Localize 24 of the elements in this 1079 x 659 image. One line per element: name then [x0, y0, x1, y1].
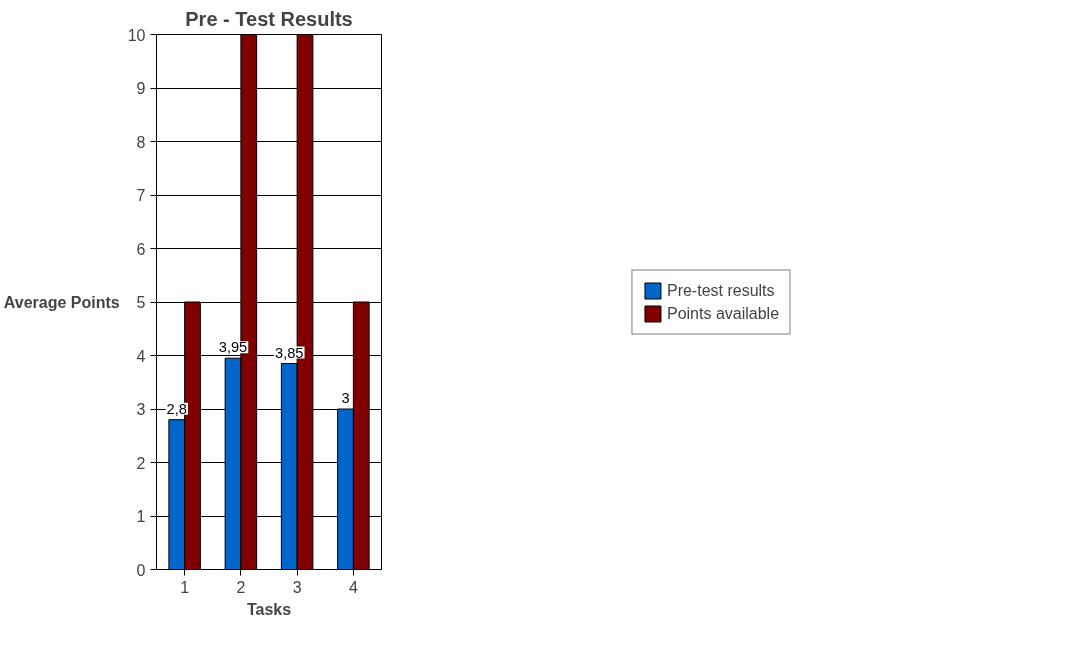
x-tick-label: 1	[180, 578, 190, 596]
y-tick-label: 5	[136, 294, 146, 311]
y-tick-label: 8	[136, 133, 146, 151]
y-tick-label: 0	[136, 561, 146, 579]
x-axis-title: Tasks	[246, 600, 292, 618]
data-label: 3	[341, 390, 350, 406]
chart-title: Pre - Test Results	[185, 7, 353, 30]
data-label: 3,95	[218, 339, 248, 356]
legend-label: Points available	[666, 304, 780, 322]
y-axis-title: Average Points	[3, 293, 120, 311]
y-tick-label: 10	[127, 26, 146, 44]
x-tick-label: 4	[348, 578, 358, 596]
legend-label: Pre-test results	[666, 281, 775, 299]
y-tick-label: 9	[136, 80, 146, 97]
x-tick-label: 3	[292, 578, 302, 596]
y-tick-label: 7	[136, 187, 146, 204]
y-tick-label: 1	[136, 508, 146, 525]
data-label: 3,85	[274, 344, 304, 361]
y-tick-label: 2	[136, 454, 146, 472]
y-tick-label: 3	[136, 401, 146, 418]
y-tick-label: 4	[136, 347, 146, 365]
data-label: 2,8	[166, 400, 187, 417]
x-tick-label: 2	[236, 578, 246, 596]
y-tick-label: 6	[136, 240, 146, 258]
